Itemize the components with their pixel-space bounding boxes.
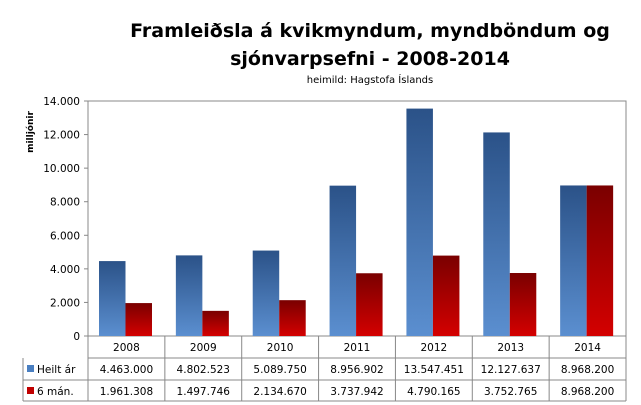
y-tick-label: 4.000 bbox=[50, 264, 80, 276]
x-category-label: 2013 bbox=[497, 342, 524, 354]
table-cell-value: 8.968.200 bbox=[561, 386, 614, 398]
table-cell-value: 1.497.746 bbox=[177, 386, 231, 398]
table-cell-value: 12.127.637 bbox=[481, 364, 541, 376]
bar-heilt-ar-2011 bbox=[329, 185, 357, 336]
table-cell-value: 4.802.523 bbox=[177, 364, 230, 376]
bar-6-man-2008 bbox=[125, 303, 152, 336]
table-cell-value: 8.968.200 bbox=[561, 364, 614, 376]
bar-heilt-ar-2010 bbox=[252, 250, 280, 336]
bar-6-man-2013 bbox=[509, 273, 537, 336]
bar-6-man-2014 bbox=[586, 185, 614, 336]
bar-6-man-2011 bbox=[356, 273, 383, 336]
table-cell-value: 1.961.308 bbox=[100, 386, 153, 398]
y-tick-label: 14.000 bbox=[43, 96, 80, 108]
table-cell-value: 4.790.165 bbox=[407, 386, 460, 398]
bar-6-man-2009 bbox=[202, 310, 229, 336]
bar-6-man-2012 bbox=[432, 255, 460, 336]
legend-swatch-icon bbox=[27, 365, 34, 372]
table-cell-value: 3.752.765 bbox=[484, 386, 537, 398]
chart-title-line1: Framleiðsla á kvikmyndum, myndböndum og bbox=[130, 20, 610, 42]
y-tick-label: 0 bbox=[73, 331, 80, 343]
x-category-label: 2009 bbox=[190, 342, 217, 354]
x-category-label: 2012 bbox=[420, 342, 447, 354]
bar-6-man-2010 bbox=[279, 300, 306, 336]
table-cell-value: 8.956.902 bbox=[330, 364, 383, 376]
y-axis-label: milljónir bbox=[25, 111, 36, 153]
bar-heilt-ar-2013 bbox=[483, 132, 510, 336]
y-tick-label: 12.000 bbox=[43, 130, 80, 142]
table-cell-value: 3.737.942 bbox=[330, 386, 383, 398]
chart-subtitle: heimild: Hagstofa Íslands bbox=[307, 73, 434, 86]
bar-heilt-ar-2009 bbox=[175, 255, 203, 336]
bar-heilt-ar-2014 bbox=[560, 185, 587, 336]
legend-label: 6 mán. bbox=[37, 386, 74, 398]
x-category-label: 2010 bbox=[267, 342, 294, 354]
x-category-label: 2014 bbox=[574, 342, 601, 354]
y-tick-label: 2.000 bbox=[50, 297, 80, 309]
y-tick-label: 10.000 bbox=[43, 163, 80, 175]
x-category-label: 2011 bbox=[344, 342, 371, 354]
y-tick-label: 8.000 bbox=[50, 197, 80, 209]
table-cell-value: 4.463.000 bbox=[100, 364, 153, 376]
table-cell-value: 13.547.451 bbox=[404, 364, 464, 376]
y-tick-label: 6.000 bbox=[50, 230, 80, 242]
legend-label: Heilt ár bbox=[37, 364, 76, 376]
legend-swatch-icon bbox=[27, 387, 34, 394]
chart-title-line2: sjónvarpsefni - 2008-2014 bbox=[230, 48, 510, 70]
x-category-label: 2008 bbox=[113, 342, 140, 354]
bar-heilt-ar-2008 bbox=[99, 261, 126, 336]
table-cell-value: 2.134.670 bbox=[253, 386, 306, 398]
table-cell-value: 5.089.750 bbox=[253, 364, 306, 376]
bar-heilt-ar-2012 bbox=[406, 108, 433, 336]
